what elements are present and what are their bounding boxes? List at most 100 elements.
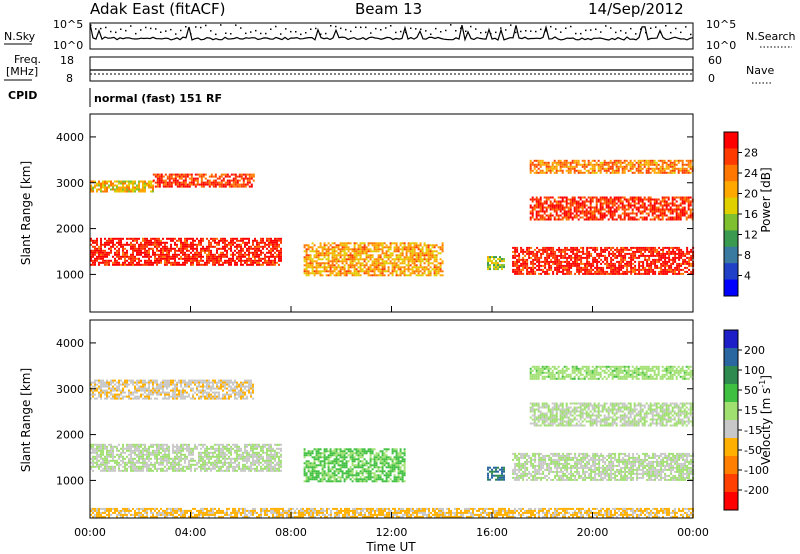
range-cell: [579, 210, 582, 213]
range-cell: [576, 266, 579, 269]
range-cell: [536, 252, 539, 255]
range-cell: [601, 163, 604, 166]
range-cell: [142, 239, 144, 242]
range-cell: [102, 249, 104, 252]
range-cell: [148, 455, 150, 458]
range-cell: [541, 218, 544, 221]
range-cell: [166, 237, 168, 240]
range-cell: [610, 270, 613, 273]
range-cell: [238, 175, 241, 178]
range-cell: [278, 243, 280, 246]
range-cell: [130, 455, 132, 458]
range-cell: [576, 264, 579, 267]
range-cell: [546, 258, 549, 261]
range-cell: [126, 467, 128, 470]
range-cell: [681, 159, 684, 162]
range-cell: [602, 266, 605, 269]
range-cell: [341, 266, 344, 269]
range-cell: [403, 274, 406, 277]
range-cell: [359, 264, 362, 267]
range-cell: [487, 262, 489, 265]
range-cell: [602, 270, 605, 273]
range-cell: [684, 260, 687, 263]
range-cell: [204, 249, 206, 252]
range-cell: [586, 246, 589, 249]
range-cell: [652, 268, 655, 271]
range-cell: [637, 202, 640, 205]
range-cell: [230, 237, 232, 240]
range-cell: [632, 266, 635, 269]
range-cell: [682, 262, 685, 265]
range-cell: [643, 208, 646, 211]
range-cell: [319, 246, 322, 249]
range-cell: [327, 248, 330, 251]
range-cell: [150, 451, 152, 454]
range-cell: [565, 159, 568, 162]
range-cell: [626, 246, 629, 249]
range-cell: [168, 449, 170, 452]
range-cell: [607, 169, 610, 172]
range-cell: [114, 253, 116, 256]
search-noise-dot: [355, 26, 357, 28]
range-cell: [248, 263, 250, 266]
range-cell: [608, 264, 611, 267]
range-cell: [689, 212, 692, 215]
range-cell: [514, 250, 517, 253]
range-cell: [305, 266, 308, 269]
range-cell: [272, 243, 274, 246]
range-cell: [576, 252, 579, 255]
range-cell: [427, 248, 430, 251]
range-cell: [240, 185, 243, 188]
range-cell: [118, 249, 120, 252]
range-cell: [544, 266, 547, 269]
range-cell: [634, 250, 637, 253]
range-cell: [640, 272, 643, 275]
range-cell: [190, 183, 193, 186]
range-cell: [365, 248, 368, 251]
range-cell: [539, 202, 542, 205]
range-cell: [588, 246, 591, 249]
range-cell: [540, 264, 543, 267]
range-cell: [369, 274, 372, 277]
range-cell: [643, 216, 646, 219]
range-cell: [623, 208, 626, 211]
range-cell: [670, 268, 673, 271]
range-cell: [116, 261, 118, 264]
range-cell: [122, 243, 124, 246]
range-cell: [688, 268, 691, 271]
range-cell: [122, 443, 124, 446]
range-cell: [663, 210, 666, 213]
range-cell: [218, 243, 220, 246]
range-cell: [94, 465, 96, 468]
range-cell: [325, 244, 328, 247]
range-cell: [331, 250, 334, 253]
range-cell: [516, 264, 519, 267]
range-cell: [240, 255, 242, 258]
range-cell: [252, 247, 254, 250]
range-cell: [599, 212, 602, 215]
range-cell: [589, 208, 592, 211]
range-cell: [660, 252, 663, 255]
range-cell: [226, 179, 229, 182]
range-cell: [100, 253, 102, 256]
noise-left-tick-bottom: 10^0: [53, 39, 83, 52]
range-cell: [349, 266, 352, 269]
range-cell: [563, 161, 566, 164]
range-cell: [640, 246, 643, 249]
range-cell: [541, 206, 544, 209]
range-cell: [202, 263, 204, 266]
range-cell: [160, 173, 163, 176]
range-cell: [659, 208, 662, 211]
range-cell: [315, 264, 318, 267]
range-cell: [144, 249, 146, 252]
range-cell: [128, 237, 130, 240]
range-cell: [220, 263, 222, 266]
range-cell: [134, 188, 136, 191]
range-cell: [138, 465, 140, 468]
range-cell: [214, 257, 216, 260]
range-cell: [136, 253, 138, 256]
range-cell: [104, 455, 106, 458]
range-cell: [429, 274, 432, 277]
range-cell: [240, 245, 242, 248]
range-cell: [270, 237, 272, 240]
